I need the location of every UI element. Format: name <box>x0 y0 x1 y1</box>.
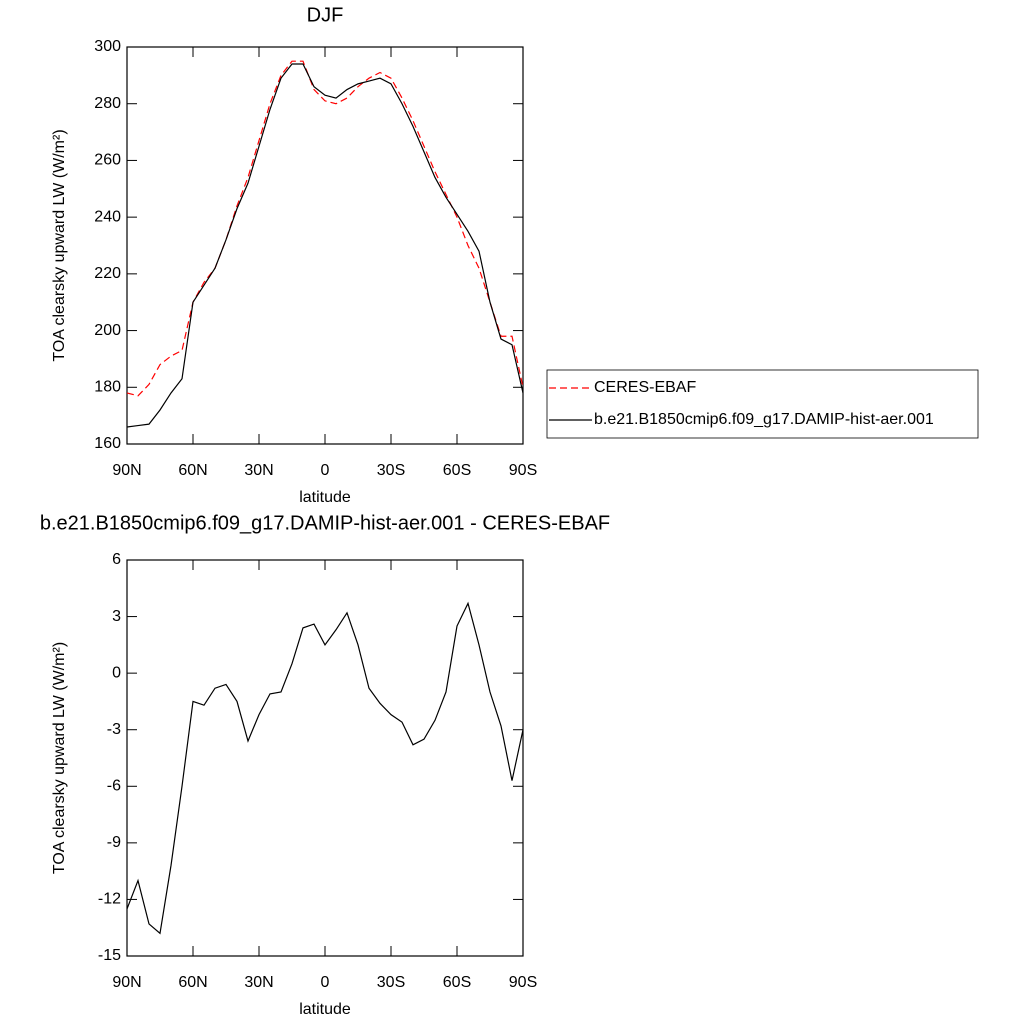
legend-label: b.e21.B1850cmip6.f09_g17.DAMIP-hist-aer.… <box>594 411 934 428</box>
y-tick-label: -6 <box>107 778 121 795</box>
y-tick-label: 180 <box>94 379 121 396</box>
y-tick-label: -15 <box>98 947 121 964</box>
x-tick-label: 60S <box>443 462 471 479</box>
x-axis-label: latitude <box>299 489 351 506</box>
plot-frame <box>126 46 524 445</box>
chart-title: b.e21.B1850cmip6.f09_g17.DAMIP-hist-aer.… <box>40 512 610 534</box>
x-tick-label: 60N <box>178 974 207 991</box>
y-tick-label: -3 <box>107 721 121 738</box>
y-tick-label: 3 <box>112 608 121 625</box>
x-tick-label: 30S <box>377 974 405 991</box>
plot-frame <box>126 559 524 957</box>
x-tick-label: 30N <box>244 462 273 479</box>
x-tick-label: 90N <box>112 974 141 991</box>
x-tick-label: 60S <box>443 974 471 991</box>
x-axis-label: latitude <box>299 1001 351 1018</box>
y-tick-label: 240 <box>94 208 121 225</box>
legend-label: CERES-EBAF <box>594 379 696 396</box>
x-tick-label: 30N <box>244 974 273 991</box>
legend-box <box>546 369 979 439</box>
data-line <box>126 63 524 428</box>
y-tick-label: 300 <box>94 38 121 55</box>
x-tick-label: 0 <box>321 974 330 991</box>
y-tick-label: -9 <box>107 834 121 851</box>
y-tick-label: 260 <box>94 152 121 169</box>
y-tick-label: 0 <box>112 664 121 681</box>
y-tick-label: 200 <box>94 322 121 339</box>
x-tick-label: 0 <box>321 462 330 479</box>
x-tick-label: 90S <box>509 462 537 479</box>
x-tick-label: 30S <box>377 462 405 479</box>
y-tick-label: -12 <box>98 891 121 908</box>
data-line <box>126 601 524 935</box>
y-axis-label: TOA clearsky upward LW (W/m²) <box>51 129 68 361</box>
y-tick-label: 280 <box>94 95 121 112</box>
y-tick-label: 160 <box>94 435 121 452</box>
x-tick-label: 90S <box>509 974 537 991</box>
y-axis-label: TOA clearsky upward LW (W/m²) <box>51 642 68 874</box>
x-tick-label: 90N <box>112 462 141 479</box>
chart-title: DJF <box>307 4 344 26</box>
x-tick-label: 60N <box>178 462 207 479</box>
y-tick-label: 220 <box>94 265 121 282</box>
y-tick-label: 6 <box>112 551 121 568</box>
